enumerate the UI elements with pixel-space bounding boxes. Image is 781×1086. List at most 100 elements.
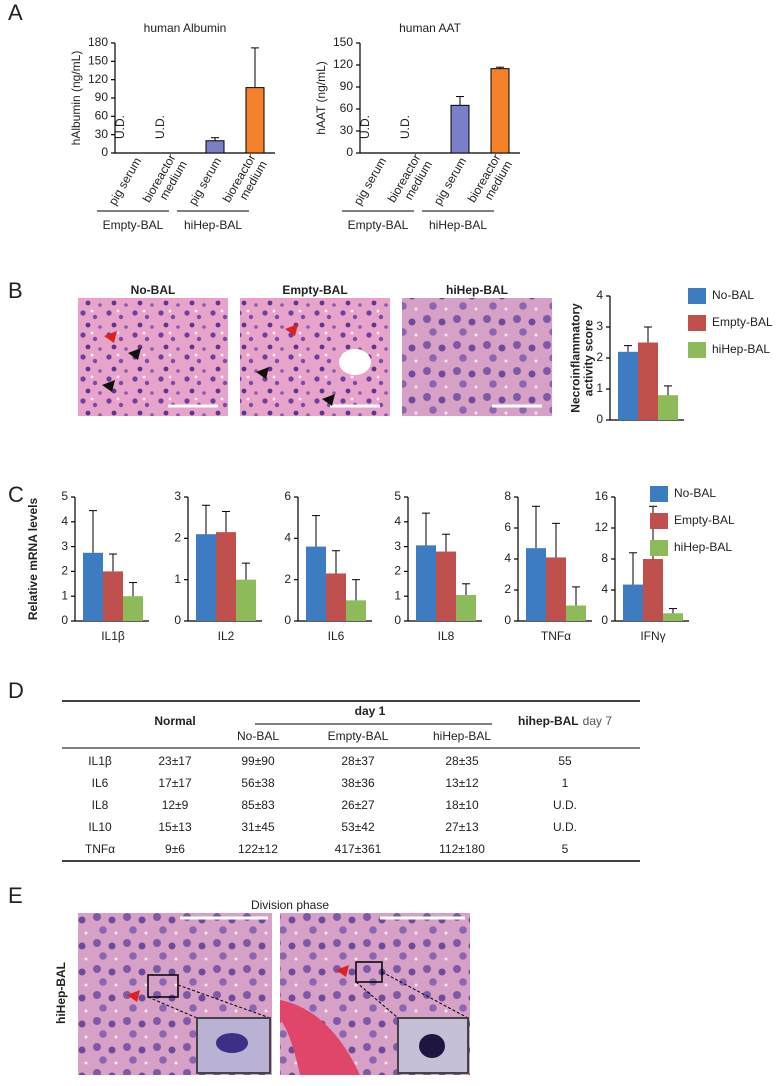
group-label: Empty-BAL [103,218,164,232]
bar [456,594,476,621]
table-header: hihep-BAL day 7 [518,714,612,728]
table-header: Normal [154,714,195,728]
bar [490,68,510,154]
table-header: hihep-BAL [518,714,579,728]
arrow [336,965,349,977]
x-tick-label: IL2 [218,629,235,643]
table-cell: 31±45 [241,820,275,834]
row-label: IL10 [88,820,112,834]
y-tick-label: 12 [595,520,609,534]
x-tick-label: IL8 [438,629,455,643]
legend-swatch [688,342,706,358]
image-title: Division phase [251,898,329,912]
chart-title: human AAT [399,21,461,35]
y-tick-label: 1 [61,588,68,602]
bar [123,596,143,621]
blood [280,1000,360,1075]
y-tick-label: 30 [340,123,354,137]
group-label: Empty-BAL [348,218,409,232]
value-label: U.D. [358,115,372,139]
y-tick-label: 0 [394,613,401,627]
y-tick-label: 60 [340,101,354,115]
y-tick-label: 0 [346,145,353,159]
table-cell: 55 [558,754,572,768]
y-tick-label: 5 [394,489,401,503]
bar [546,557,566,621]
bar [658,395,678,420]
dashed-line [147,996,198,1019]
table-header: No-BAL [237,729,279,743]
table-cell: 5 [562,842,569,856]
y-axis-label: hAlbumin (ng/mL) [69,51,83,146]
table-cell: 23±17 [158,754,192,768]
y-tick-label: 2 [174,531,181,545]
panel-label: C [8,482,24,507]
y-tick-label: 0 [174,613,181,627]
x-tick-label: pig serum [106,155,144,208]
y-tick-label: 6 [504,520,511,534]
row-label: IL8 [92,798,109,812]
value-label: U.D. [113,115,127,139]
table-cell: 122±12 [238,842,278,856]
legend-swatch [688,315,706,331]
table-cell: 1 [562,776,569,790]
y-axis-label: Necroinflammatoryactivity score [569,303,596,413]
histology-image [78,298,228,416]
y-tick-label: 4 [504,551,511,565]
table-header: day 1 [355,704,386,718]
legend-swatch [650,513,668,529]
y-tick-label: 2 [394,564,401,578]
table-header: hiHep-BAL [433,729,491,743]
nucleus [216,1033,248,1053]
histology-image [402,298,552,416]
table-cell: 417±361 [335,842,382,856]
dashed-line [381,971,469,1019]
y-tick-label: 2 [596,350,603,364]
legend-label: Empty-BAL [712,315,773,329]
bar [236,579,256,621]
arrow [127,990,140,1002]
bar [103,571,123,621]
table-cell: 53±42 [341,820,375,834]
y-tick-label: 3 [174,489,181,503]
image-title: No-BAL [131,283,176,297]
y-tick-label: 6 [284,489,291,503]
table-cell: 9±6 [165,842,185,856]
y-tick-label: 1 [596,381,603,395]
y-tick-label: 3 [61,539,68,553]
inset-frame [147,974,179,998]
y-tick-label: 1 [394,588,401,602]
legend-swatch [688,288,706,304]
x-tick-label: TNFα [541,629,571,643]
panel-label: E [8,883,23,908]
arrow [128,348,141,360]
y-tick-label: 3 [596,319,603,333]
x-tick-label: bioreactormedium [385,152,435,212]
x-tick-label: IL6 [328,629,345,643]
x-tick-label: IFNγ [640,629,665,643]
y-tick-label: 16 [595,489,609,503]
legend-label: No-BAL [674,486,716,500]
chart-title: human Albumin [144,21,227,35]
vessel [339,349,371,375]
table-header: Empty-BAL [328,729,389,743]
bar [326,573,346,621]
y-tick-label: 0 [284,613,291,627]
y-tick-label: 30 [95,127,109,141]
x-tick-label: bioreactormedium [140,152,190,212]
row-label: hiHep-BAL [54,962,68,1024]
x-tick-label: pig serum [186,155,224,208]
y-tick-label: 180 [88,35,108,49]
y-axis-label: Relative mRNA levels [26,498,40,621]
arrow [102,380,115,392]
bar [623,584,643,621]
row-label: IL1β [88,754,112,768]
y-tick-label: 2 [61,564,68,578]
table-header: day 7 [583,714,613,728]
y-tick-label: 1 [174,572,181,586]
arrow [285,324,298,336]
row-label: IL6 [92,776,109,790]
table-cell: 112±180 [439,842,485,856]
value-label: U.D. [153,115,167,139]
bar [245,87,265,154]
